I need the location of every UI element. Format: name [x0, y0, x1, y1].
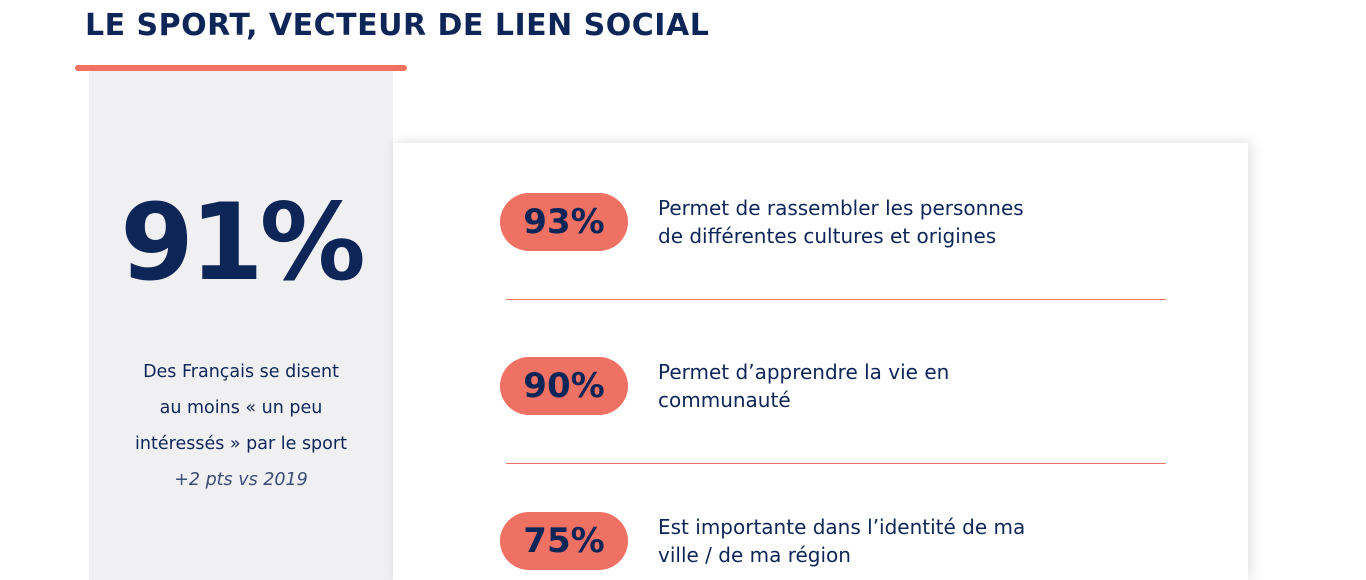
stat-label-line: Est importante dans l’identité de ma [658, 515, 1026, 539]
stats-card: 93% Permet de rassembler les personnes d… [393, 143, 1248, 580]
summary-description: Des Français se disent au moins « un peu… [89, 354, 393, 498]
summary-line: intéressés » par le sport [135, 434, 347, 454]
stat-label: Permet de rassembler les personnes de di… [658, 194, 1128, 250]
stat-label-line: Permet de rassembler les personnes [658, 196, 1024, 220]
row-divider [506, 463, 1166, 464]
stat-row: 75% Est importante dans l’identité de ma… [393, 512, 1248, 580]
title-underline [75, 65, 407, 71]
summary-panel: 91% Des Français se disent au moins « un… [89, 71, 393, 580]
stat-label: Est importante dans l’identité de ma vil… [658, 513, 1128, 569]
summary-line: Des Français se disent [143, 362, 339, 382]
summary-line: au moins « un peu [159, 398, 323, 418]
summary-note: +2 pts vs 2019 [174, 470, 308, 490]
stat-label-line: communauté [658, 388, 791, 412]
stat-row: 90% Permet d’apprendre la vie en communa… [393, 357, 1248, 427]
page-title: LE SPORT, VECTEUR DE LIEN SOCIAL [85, 8, 710, 43]
stat-label-line: de différentes cultures et origines [658, 224, 997, 248]
stat-label: Permet d’apprendre la vie en communauté [658, 358, 1128, 414]
summary-stat: 91% [120, 181, 366, 304]
stat-label-line: ville / de ma région [658, 543, 851, 567]
stat-row: 93% Permet de rassembler les personnes d… [393, 193, 1248, 263]
percent-badge: 75% [500, 512, 628, 570]
percent-badge: 90% [500, 357, 628, 415]
percent-badge: 93% [500, 193, 628, 251]
row-divider [506, 299, 1166, 300]
stat-label-line: Permet d’apprendre la vie en [658, 360, 950, 384]
